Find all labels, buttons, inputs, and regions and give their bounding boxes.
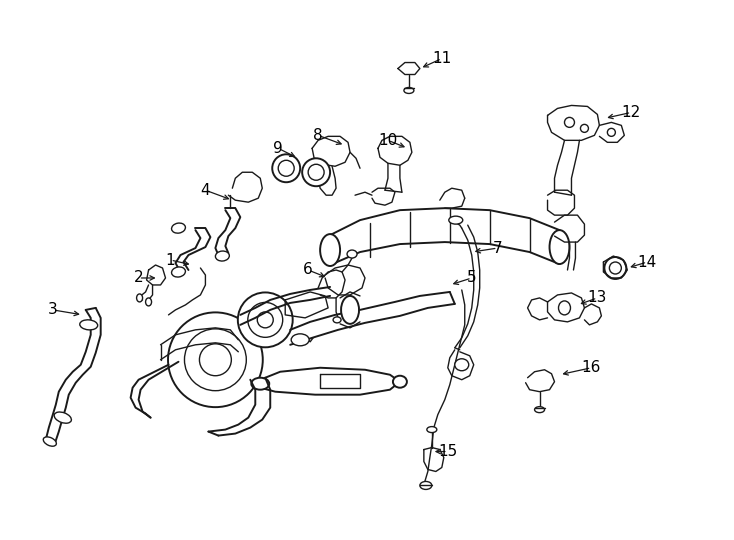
Ellipse shape <box>604 257 626 279</box>
Ellipse shape <box>54 412 71 423</box>
Ellipse shape <box>251 377 269 390</box>
Text: 2: 2 <box>134 271 143 286</box>
Ellipse shape <box>404 87 414 93</box>
Ellipse shape <box>559 301 570 315</box>
Ellipse shape <box>168 313 263 407</box>
Ellipse shape <box>609 262 622 274</box>
Ellipse shape <box>455 359 469 371</box>
Ellipse shape <box>320 234 340 266</box>
Ellipse shape <box>215 251 229 261</box>
Text: 1: 1 <box>166 253 175 267</box>
Ellipse shape <box>347 250 357 258</box>
Ellipse shape <box>341 296 359 324</box>
Text: 14: 14 <box>638 254 657 269</box>
Text: 9: 9 <box>273 141 283 156</box>
Ellipse shape <box>420 482 432 489</box>
Ellipse shape <box>258 312 273 328</box>
Text: 10: 10 <box>378 133 398 148</box>
Ellipse shape <box>272 154 300 182</box>
Text: 15: 15 <box>438 444 457 459</box>
Text: 11: 11 <box>432 51 451 66</box>
Text: 13: 13 <box>588 291 607 306</box>
Text: 16: 16 <box>582 360 601 375</box>
Ellipse shape <box>172 267 186 277</box>
Ellipse shape <box>145 298 151 306</box>
Text: 3: 3 <box>48 302 58 318</box>
Ellipse shape <box>308 164 324 180</box>
Ellipse shape <box>550 230 570 264</box>
Ellipse shape <box>137 294 142 302</box>
Ellipse shape <box>427 427 437 433</box>
Ellipse shape <box>80 320 98 330</box>
Ellipse shape <box>278 160 294 176</box>
Text: 7: 7 <box>493 240 503 255</box>
Ellipse shape <box>564 117 575 127</box>
Text: 6: 6 <box>303 262 313 278</box>
Text: 5: 5 <box>467 271 476 286</box>
Ellipse shape <box>184 329 247 390</box>
Ellipse shape <box>534 407 545 413</box>
Ellipse shape <box>172 223 186 233</box>
Ellipse shape <box>607 129 615 136</box>
Text: 12: 12 <box>622 105 641 120</box>
Ellipse shape <box>302 158 330 186</box>
Ellipse shape <box>248 302 283 338</box>
Ellipse shape <box>448 216 462 224</box>
Ellipse shape <box>393 376 407 388</box>
Ellipse shape <box>43 437 57 446</box>
Ellipse shape <box>581 124 589 132</box>
Text: 4: 4 <box>200 183 210 198</box>
Ellipse shape <box>200 344 231 376</box>
Ellipse shape <box>291 334 309 346</box>
Text: 8: 8 <box>313 128 323 143</box>
Ellipse shape <box>333 317 341 323</box>
Ellipse shape <box>238 293 293 347</box>
